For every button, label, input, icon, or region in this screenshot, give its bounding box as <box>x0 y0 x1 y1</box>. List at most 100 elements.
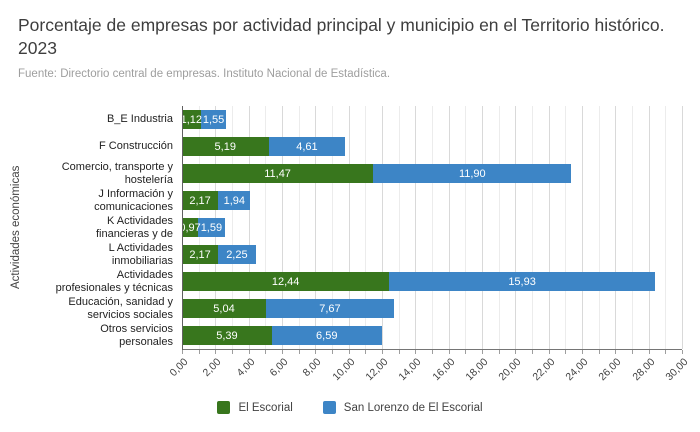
x-axis-tick <box>665 350 667 354</box>
bar-value-label: 4,61 <box>296 140 318 153</box>
gridline <box>382 106 383 349</box>
category-label: Actividades profesionales y técnicas <box>55 269 173 294</box>
gridline <box>232 106 233 349</box>
gridline <box>298 106 300 349</box>
x-axis-tick <box>182 350 183 354</box>
bar-segment-san-lorenzo[interactable]: 7,67 <box>266 299 394 318</box>
bar-value-label: 5,39 <box>216 329 238 342</box>
category-label: F Construcción <box>99 140 173 153</box>
bar-row: 1,12 1,55 <box>181 106 682 133</box>
x-axis-tick <box>448 350 450 354</box>
gridline <box>682 106 683 349</box>
category-label: Comercio, transporte y hostelería <box>61 161 173 186</box>
x-tick-label: 16,00 <box>430 356 458 384</box>
x-axis-tick <box>415 350 417 354</box>
chart-title: Porcentaje de empresas por actividad pri… <box>18 15 665 58</box>
bar-value-label: 1,55 <box>202 113 225 126</box>
bar-segment-el-escorial[interactable]: 2,17 <box>182 245 219 264</box>
bar-segment-el-escorial[interactable]: 5,19 <box>182 137 269 156</box>
x-axis-tick <box>265 350 267 354</box>
bar-value-label: 1,94 <box>223 194 246 207</box>
x-tick-label: 30,00 <box>663 356 691 384</box>
x-axis-tick <box>332 350 333 354</box>
bar-value-label: 11,90 <box>458 167 486 180</box>
bar-value-label: 15,93 <box>508 275 536 288</box>
category-label: Educación, sanidad y servicios sociales <box>68 296 173 321</box>
bar-segment-san-lorenzo[interactable]: 1,59 <box>198 218 225 237</box>
x-axis-tick <box>232 350 233 354</box>
bar-segment-el-escorial[interactable]: 5,39 <box>182 326 272 345</box>
bar-segment-san-lorenzo[interactable]: 6,59 <box>271 326 382 345</box>
x-tick-label: 8,00 <box>300 356 324 379</box>
x-axis-tick <box>298 350 300 354</box>
gridline <box>365 106 367 349</box>
x-axis-tick <box>648 350 650 354</box>
gridline <box>532 106 533 349</box>
bar-segment-san-lorenzo[interactable]: 1,55 <box>200 110 227 129</box>
gridline <box>665 106 667 349</box>
bar-segment-el-escorial[interactable]: 5,04 <box>182 299 266 318</box>
legend-label: El Escorial <box>238 401 293 414</box>
gridline <box>615 106 617 349</box>
x-tick-label: 22,00 <box>530 356 558 384</box>
bar-row: 5,19 4,61 <box>182 133 682 160</box>
x-axis-tick <box>248 350 250 354</box>
x-axis-tick <box>198 350 200 354</box>
gridline <box>315 106 317 349</box>
x-axis-tick <box>598 350 600 354</box>
gridline <box>548 106 550 349</box>
y-axis-title: Actividades económicas <box>10 165 22 290</box>
x-axis-tick <box>515 350 517 354</box>
bar-segment-el-escorial[interactable]: 12,44 <box>182 272 390 291</box>
bar-segment-el-escorial[interactable]: 1,12 <box>181 110 202 129</box>
x-tick-label: 2,00 <box>200 356 224 379</box>
gridline <box>415 106 417 349</box>
x-tick-label: 4,00 <box>234 356 258 379</box>
category-axis: B_E Industria F Construcción Comercio, tra… <box>24 106 178 349</box>
x-axis-tick <box>532 350 533 354</box>
bar-segment-el-escorial[interactable]: 11,47 <box>182 164 374 183</box>
bar-segment-san-lorenzo[interactable]: 11,90 <box>373 164 572 183</box>
bar-value-label: 0,97 <box>179 221 201 234</box>
bar-segment-san-lorenzo[interactable]: 4,61 <box>268 137 346 156</box>
x-tick-label: 26,00 <box>596 356 624 384</box>
x-axis-tick <box>382 350 383 354</box>
bar-row: 5,04 7,67 <box>182 295 682 322</box>
gridline <box>282 106 283 349</box>
x-axis-tick <box>548 350 550 354</box>
x-tick-label: 14,00 <box>396 356 424 384</box>
gridline <box>432 106 433 349</box>
gridline <box>498 106 500 349</box>
x-tick-label: 28,00 <box>630 356 658 384</box>
gridline <box>582 106 583 349</box>
gridline <box>632 106 633 349</box>
bar-value-label: 2,17 <box>189 194 211 207</box>
legend-swatch-el-escorial <box>217 401 231 414</box>
bar-segment-el-escorial[interactable]: 0,97 <box>179 218 201 237</box>
category-label: L Actividades inmobiliarias <box>108 242 173 267</box>
gridline <box>482 106 483 349</box>
bar-segment-san-lorenzo[interactable]: 2,25 <box>218 245 256 264</box>
legend-item-el-escorial[interactable]: El Escorial <box>217 401 293 414</box>
gridline <box>515 106 517 349</box>
gridline <box>348 106 350 349</box>
bar-row: 5,39 6,59 <box>182 322 682 349</box>
bar-value-label: 2,25 <box>226 248 248 261</box>
legend-item-san-lorenzo[interactable]: San Lorenzo de El Escorial <box>322 401 483 414</box>
x-axis-tick <box>282 350 283 354</box>
x-axis-tick <box>432 350 433 354</box>
bar-segment-san-lorenzo[interactable]: 15,93 <box>389 272 655 291</box>
bar-segment-el-escorial[interactable]: 2,17 <box>182 191 219 210</box>
plot-area: 1,12 1,55 5,19 4,61 11,47 11,90 2,17 1,94 0,97 1,… <box>179 106 683 354</box>
x-axis-tick <box>482 350 483 354</box>
gridline <box>398 106 400 349</box>
category-label: Otros servicios personales <box>100 323 173 348</box>
x-tick-label: 12,00 <box>363 356 391 384</box>
bar-segment-san-lorenzo[interactable]: 1,94 <box>218 191 251 210</box>
bar-value-label: 1,59 <box>200 221 223 234</box>
x-axis-tick <box>632 350 633 354</box>
gridline <box>332 106 333 349</box>
gridline <box>565 106 567 349</box>
x-axis-tick <box>465 350 467 354</box>
bar-value-label: 7,67 <box>319 302 341 315</box>
